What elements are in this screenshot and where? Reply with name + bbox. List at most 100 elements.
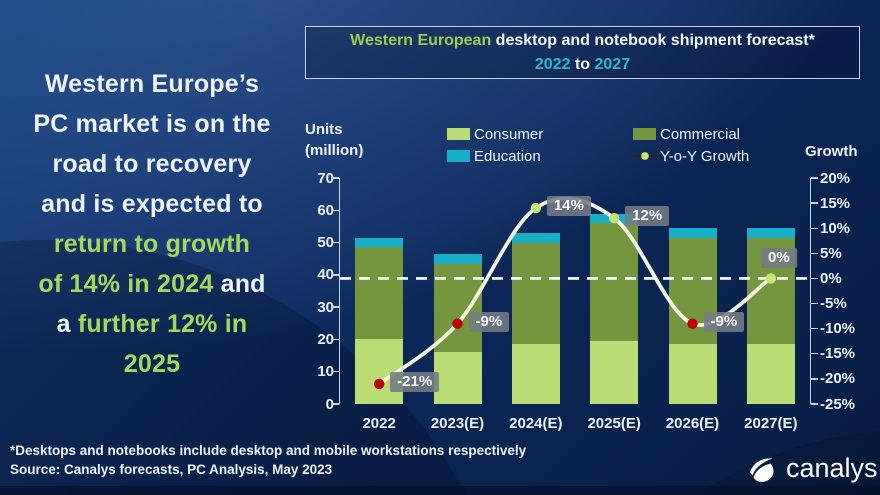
headline-text-white: PC market is on the [33,110,271,138]
headline-line: and is expected to [6,184,298,224]
left-axis-tick [332,371,339,373]
bar-segment-consumer [511,344,560,404]
left-axis-tick-label: 50 [317,234,334,252]
yoy-growth-marker [373,378,385,390]
right-axis-tick-label: -5% [820,295,847,313]
bar-segment-education [668,228,717,238]
left-axis-tick-label: 20 [317,330,334,348]
headline-text-white: Western Europe’s [44,70,260,98]
chart-title-year-end: 2027 [594,55,631,73]
legend-item-consumer: Consumer [447,123,543,145]
footnote: *Desktops and notebooks include desktop … [10,443,527,458]
left-axis-tick-label: 0 [325,395,334,413]
headline-text-white: road to recovery [52,150,252,178]
right-axis-tick-label: -10% [820,320,856,338]
left-axis-tick [332,306,339,308]
right-axis-tick [811,227,818,229]
left-axis-tick-label: 60 [317,201,334,219]
legend-label-education: Education [474,147,541,165]
source-line: Source: Canalys forecasts, PC Analysis, … [10,462,333,477]
headline-text-green: 2025 [123,350,181,378]
category-label: 2025(E) [587,415,641,432]
right-axis-tick-label: 20% [820,169,851,187]
legend-item-yoy-growth: Y-o-Y Growth [633,145,749,167]
consumer-swatch-icon [447,128,470,140]
headline-line: 2025 [6,344,298,384]
right-axis-tick [811,177,818,179]
legend-item-education: Education [447,145,543,167]
left-axis-tick-label: 40 [317,266,334,284]
background-bottom-strip [0,486,880,495]
left-axis-line [339,178,341,404]
left-axis-tick [332,274,339,276]
yoy-growth-value-label: 12% [625,206,670,227]
left-axis-title-line2: (million) [305,142,364,159]
left-axis-tick [332,241,339,244]
chart-title-region: Western European [350,31,492,49]
yoy-growth-value-label: -21% [390,371,440,392]
headline: Western Europe’s PC market is on the road … [6,64,298,384]
right-axis-tick [811,353,818,355]
canalys-logo: canalys [746,450,878,486]
yoy-growth-marker [608,212,620,224]
right-axis-line [810,178,812,404]
chart-title-to: to [570,55,595,73]
left-axis-tick [332,338,339,341]
right-axis-tick [811,252,818,255]
right-axis-tick [811,327,818,330]
left-axis-tick [332,177,339,179]
bar-segment-commercial [590,223,639,342]
canalys-logo-icon [750,458,774,482]
bar-segment-commercial [511,242,560,345]
legend-label-yoy-growth: Y-o-Y Growth [660,147,750,165]
chart-title-year-start: 2022 [534,55,571,73]
yoy-growth-marker [687,318,698,329]
right-axis-tick-label: -20% [820,370,856,388]
left-axis-tick [332,403,339,405]
bar-segment-education [355,237,404,248]
left-axis-tick [332,209,339,211]
yoy-growth-curve [377,196,773,386]
right-axis-tick [811,302,818,305]
right-axis-tick-label: -15% [820,345,856,363]
legend-item-commercial: Commercial [633,123,749,145]
legend-label-consumer: Consumer [474,125,544,143]
category-label: 2027(E) [744,415,798,432]
headline-text-white: and is expected to [41,190,263,218]
right-axis-tick [811,277,818,280]
bar-segment-education [433,253,482,264]
right-axis-tick-label: 15% [820,194,851,212]
category-label: 2026(E) [665,415,720,432]
left-axis-tick-label: 30 [317,298,334,316]
bar-segment-consumer [668,344,717,404]
headline-line: return to growth [6,224,298,264]
yoy-growth-value-label: 14% [546,196,591,217]
category-label: 2022 [362,415,396,432]
headline-text-green: return to growth [53,230,251,258]
legend-label-commercial: Commercial [660,125,741,143]
chart-title-rest: desktop and notebook shipment forecast* [491,31,815,49]
yoy-growth-marker [765,273,777,284]
left-axis-title-line1: Units [305,121,343,138]
right-axis-tick [811,202,818,204]
legend-column-2: Commercial Y-o-Y Growth [633,123,749,167]
legend-column-1: Consumer Education [447,123,543,167]
right-axis-tick-label: -25% [820,395,856,413]
left-axis-tick-label: 70 [317,169,334,187]
right-axis-tick-label: 5% [820,244,842,262]
right-axis-tick-label: 0% [820,269,842,287]
yoy-growth-marker [530,202,542,214]
yoy-growth-value-label: 0% [760,248,797,269]
chart-title-line2: 2022 to 2027 [306,53,859,77]
headline-line: a further 12% in [6,304,298,344]
category-label: 2024(E) [509,415,563,432]
headline-line: road to recovery [6,144,298,184]
headline-text-white: and [213,270,266,298]
bar-segment-education [746,228,795,238]
headline-line: Western Europe’s [6,64,298,104]
bar-segment-consumer [590,341,639,404]
right-axis-tick [811,378,818,380]
headline-text-white: a [56,310,78,338]
commercial-swatch-icon [633,128,656,140]
